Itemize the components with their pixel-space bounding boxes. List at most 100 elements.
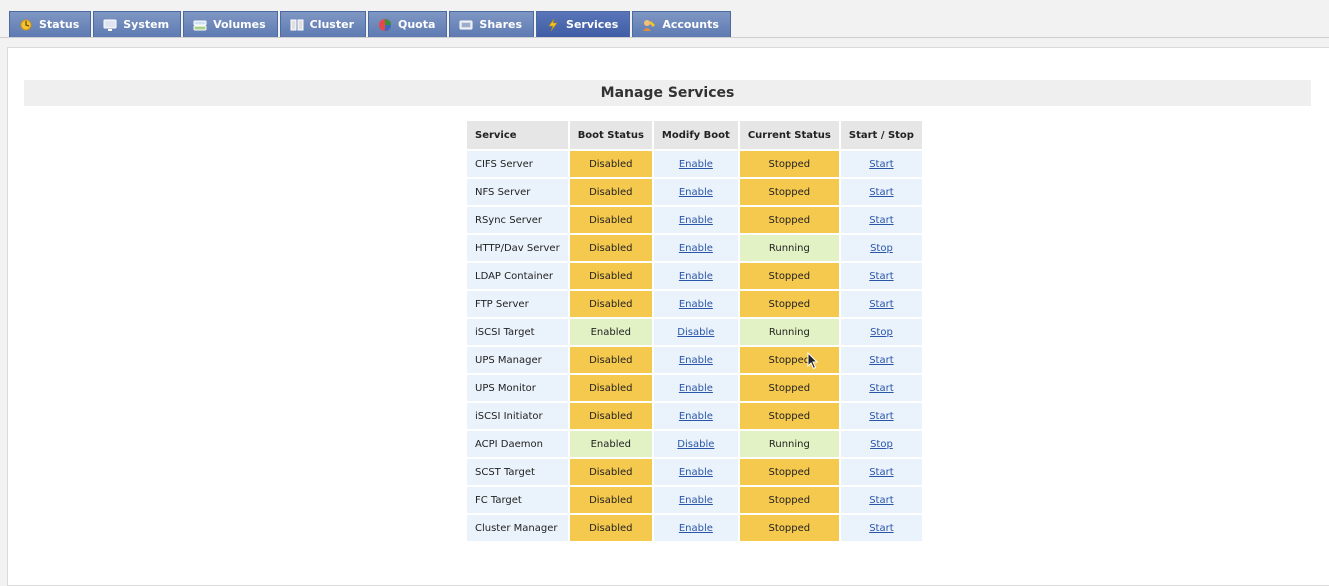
boot-status-cell: Disabled (569, 513, 652, 541)
modify-boot-cell: Enable (653, 205, 738, 233)
content-panel: Manage Services Service Boot Status Modi… (7, 47, 1329, 586)
start-stop-cell: Start (840, 205, 922, 233)
modify-boot-cell: Enable (653, 345, 738, 373)
quota-icon (378, 18, 392, 32)
start-stop-cell-link[interactable]: Start (869, 410, 894, 422)
start-stop-cell-link[interactable]: Start (869, 466, 894, 478)
service-name: SCST Target (467, 457, 568, 485)
start-stop-cell-link[interactable]: Stop (870, 438, 893, 450)
tab-label: System (123, 18, 170, 31)
start-stop-cell-link[interactable]: Start (869, 214, 894, 226)
status-icon (19, 18, 33, 32)
service-name: ACPI Daemon (467, 429, 568, 457)
start-stop-cell-link[interactable]: Stop (870, 242, 893, 254)
tab-label: Status (39, 18, 80, 31)
service-name: CIFS Server (467, 149, 568, 177)
current-status-cell: Running (739, 429, 839, 457)
table-row: UPS Monitor Disabled Enable Stopped Start (467, 373, 922, 401)
modify-boot-cell-link[interactable]: Enable (678, 354, 713, 366)
modify-boot-cell-link[interactable]: Enable (678, 298, 713, 310)
service-name: HTTP/Dav Server (467, 233, 568, 261)
tab-services[interactable]: Services (536, 11, 631, 37)
modify-boot-cell: Enable (653, 177, 738, 205)
tab-cluster[interactable]: Cluster (279, 11, 366, 37)
modify-boot-cell-link[interactable]: Disable (677, 326, 715, 338)
header-modify-boot: Modify Boot (653, 121, 738, 149)
modify-boot-cell-link[interactable]: Enable (678, 242, 713, 254)
tab-label: Cluster (309, 18, 354, 31)
modify-boot-cell: Enable (653, 373, 738, 401)
tab-label: Shares (479, 18, 523, 31)
boot-status-cell: Disabled (569, 457, 652, 485)
table-row: RSync Server Disabled Enable Stopped Start (467, 205, 922, 233)
boot-status-cell: Disabled (569, 345, 652, 373)
service-name: Cluster Manager (467, 513, 568, 541)
tab-accounts[interactable]: Accounts (632, 11, 731, 37)
start-stop-cell: Start (840, 373, 922, 401)
current-status-cell: Stopped (739, 149, 839, 177)
start-stop-cell-link[interactable]: Start (869, 354, 894, 366)
modify-boot-cell-link[interactable]: Enable (678, 158, 713, 170)
start-stop-cell-link[interactable]: Start (869, 298, 894, 310)
boot-status-cell: Enabled (569, 317, 652, 345)
boot-status-cell: Disabled (569, 149, 652, 177)
modify-boot-cell-link[interactable]: Enable (678, 270, 713, 282)
tab-label: Quota (398, 18, 436, 31)
start-stop-cell-link[interactable]: Start (869, 270, 894, 282)
modify-boot-cell-link[interactable]: Enable (678, 186, 713, 198)
start-stop-cell-link[interactable]: Start (869, 158, 894, 170)
accounts-icon (642, 18, 656, 32)
header-boot-status: Boot Status (569, 121, 652, 149)
table-row: FC Target Disabled Enable Stopped Start (467, 485, 922, 513)
modify-boot-cell-link[interactable]: Disable (677, 438, 715, 450)
tab-shares[interactable]: Shares (449, 11, 535, 37)
boot-status-cell: Disabled (569, 401, 652, 429)
service-name: LDAP Container (467, 261, 568, 289)
service-name: iSCSI Initiator (467, 401, 568, 429)
table-row: ACPI Daemon Enabled Disable Running Stop (467, 429, 922, 457)
page-title: Manage Services (600, 85, 735, 101)
tab-status[interactable]: Status (9, 11, 92, 37)
start-stop-cell-link[interactable]: Start (869, 494, 894, 506)
boot-status-cell: Disabled (569, 261, 652, 289)
tab-volumes[interactable]: Volumes (183, 11, 278, 37)
start-stop-cell: Stop (840, 429, 922, 457)
modify-boot-cell-link[interactable]: Enable (678, 494, 713, 506)
table-row: iSCSI Initiator Disabled Enable Stopped Star… (467, 401, 922, 429)
start-stop-cell-link[interactable]: Start (869, 382, 894, 394)
shares-icon (459, 18, 473, 32)
start-stop-cell: Start (840, 177, 922, 205)
tab-system[interactable]: System (93, 11, 182, 37)
boot-status-cell: Disabled (569, 485, 652, 513)
current-status-cell: Stopped (739, 205, 839, 233)
current-status-cell: Stopped (739, 289, 839, 317)
modify-boot-cell-link[interactable]: Enable (678, 466, 713, 478)
services-icon (546, 18, 560, 32)
current-status-cell: Stopped (739, 513, 839, 541)
modify-boot-cell-link[interactable]: Enable (678, 214, 713, 226)
service-name: NFS Server (467, 177, 568, 205)
main-tabbar: Status System Volumes Cluster Quota Shares Ser… (9, 11, 731, 38)
table-row: iSCSI Target Enabled Disable Running Stop (467, 317, 922, 345)
modify-boot-cell-link[interactable]: Enable (678, 382, 713, 394)
tab-quota[interactable]: Quota (368, 11, 448, 37)
current-status-cell: Stopped (739, 373, 839, 401)
current-status-cell: Stopped (739, 457, 839, 485)
table-header-row: Service Boot Status Modify Boot Current … (467, 121, 922, 149)
start-stop-cell: Start (840, 401, 922, 429)
modify-boot-cell-link[interactable]: Enable (678, 410, 713, 422)
start-stop-cell: Start (840, 457, 922, 485)
modify-boot-cell: Enable (653, 289, 738, 317)
start-stop-cell-link[interactable]: Start (869, 522, 894, 534)
boot-status-cell: Disabled (569, 205, 652, 233)
start-stop-cell-link[interactable]: Start (869, 186, 894, 198)
modify-boot-cell-link[interactable]: Enable (678, 522, 713, 534)
current-status-cell: Running (739, 317, 839, 345)
boot-status-cell: Disabled (569, 177, 652, 205)
service-name: UPS Manager (467, 345, 568, 373)
table-row: FTP Server Disabled Enable Stopped Start (467, 289, 922, 317)
start-stop-cell-link[interactable]: Stop (870, 326, 893, 338)
header-start-stop: Start / Stop (840, 121, 922, 149)
tabbar-divider (0, 37, 1329, 38)
service-name: UPS Monitor (467, 373, 568, 401)
